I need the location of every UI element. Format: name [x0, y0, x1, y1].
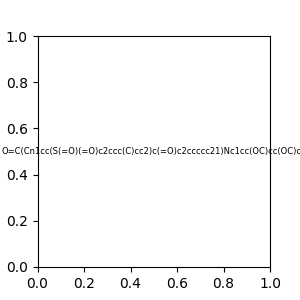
Text: O=C(Cn1cc(S(=O)(=O)c2ccc(C)cc2)c(=O)c2ccccc21)Nc1cc(OC)cc(OC)c1: O=C(Cn1cc(S(=O)(=O)c2ccc(C)cc2)c(=O)c2cc… — [1, 147, 300, 156]
